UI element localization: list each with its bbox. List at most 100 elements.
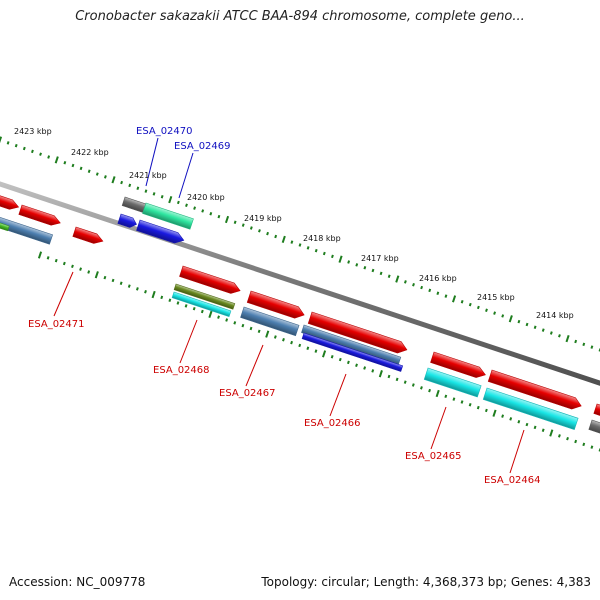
outer-scale-tick [87,169,91,173]
scale-label: 2414 kbp [536,311,574,320]
gene-arrow [301,332,404,372]
gene-arrow [179,265,241,294]
outer-scale-tick [266,231,269,236]
outer-scale-tick [493,311,497,315]
outer-scale-tick [549,331,553,335]
inner-scale-tick [476,405,480,410]
outer-scale-tick [63,160,67,165]
outer-scale-tick [468,302,472,307]
outer-scale-tick [565,335,570,343]
gene-arrow [18,204,61,226]
inner-scale-tick [330,355,334,359]
gene-arrow [117,213,137,228]
inner-scale-tick [249,326,253,331]
inner-scale-tick [298,343,302,348]
gene-arrow [482,387,579,431]
gene-label: ESA_02464 [484,475,541,486]
map-title: Cronobacter sakazakii ATCC BAA-894 chrom… [75,9,525,24]
genome-summary-text: Topology: circular; Length: 4,368,373 bp… [261,575,591,589]
outer-scale-tick [176,200,180,205]
gene-arrow [246,290,305,319]
gene-arrow-shape [171,291,232,317]
inner-scale-tick [192,306,196,311]
inner-scale-tick [225,318,229,322]
scale-label: 2417 kbp [361,254,399,263]
leader-line [179,319,198,364]
inner-scale-tick [420,386,423,390]
inner-scale-tick [184,304,188,308]
gene-arrow-shape [482,387,579,431]
outer-scale-tick [185,203,188,208]
scale-label: 2415 kbp [477,293,515,302]
inner-scale-tick [355,363,358,367]
inner-scale-tick [290,340,294,345]
inner-scale-tick [346,360,350,365]
accession-text: Accession: NC_009778 [9,575,146,589]
inner-scale-tick [501,414,505,418]
outer-scale-tick [47,155,51,159]
gene-arrow-shape [301,332,404,372]
outer-scale-tick [249,226,253,230]
outer-scale-tick [14,143,18,148]
inner-scale-tick [257,329,261,334]
outer-scale-tick [144,189,148,193]
outer-scale-tick [501,314,505,318]
leader-line [509,429,525,474]
inner-scale-tick [79,267,83,271]
inner-scale-tick [103,275,107,280]
inner-scale-tick [428,388,431,393]
scale-label: 2423 kbp [14,127,52,136]
inner-scale-tick [452,397,456,401]
inner-scale-tick [468,403,472,407]
inner-scale-tick [144,290,147,294]
scale-label: 2418 kbp [303,234,341,243]
gene-arrow-shape [0,213,54,245]
gene-arrow-shape [142,202,194,230]
gene-labels: ESA_02470 ESA_02469 ESA_02471 ESA_02468 ESA_… [28,126,541,486]
inner-scale-tick [460,400,464,404]
inner-scale-tick [168,298,172,302]
outer-scale-tick [558,334,561,338]
inner-scale-tick [557,434,561,438]
outer-scale-tick [363,265,367,270]
inner-scale-tick [46,256,50,260]
gene-arrow-shape [423,367,482,398]
inner-scale-tick [371,369,375,373]
gene-arrow-shape [593,403,600,418]
inner-scale-tick [37,251,43,259]
outer-scale-tick [128,183,132,188]
gene-arrow-shape [72,226,104,244]
gene-arrow [171,291,232,317]
gene-arrow [72,226,104,244]
outer-scale-tick [428,288,432,293]
scale-labels: 2423 kbp 2422 kbp 2421 kbp 2420 kbp 2419 kbp… [14,127,574,320]
outer-scale-tick [241,223,245,227]
gene-label: ESA_02470 [136,126,193,137]
outer-scale-tick [395,275,400,283]
gene-arrow-shape [487,369,582,410]
outer-scale-tick [274,234,278,239]
gene-arrow [136,219,185,244]
gene-label: ESA_02466 [304,418,361,429]
outer-scale-tick [331,254,334,259]
gene-arrow [487,369,582,410]
inner-scale-tick [62,261,66,266]
gene-arrow [423,367,482,398]
outer-scale-tick [387,274,391,278]
inner-scale-tick [54,258,58,263]
inner-scale-tick [111,278,115,283]
gene-arrow [142,202,194,230]
outer-scale-tick [436,291,440,295]
gene-label: ESA_02471 [28,319,85,330]
gene-label: ESA_02467 [219,388,276,399]
outer-scale-tick [476,305,480,310]
gene-arrow-shape [136,219,185,244]
gene-arrow-shape [173,283,236,310]
gene-arrow-shape [240,306,300,337]
inner-scale-tick [403,380,407,384]
inner-scale-tick [435,389,440,398]
outer-scale-tick [152,192,156,196]
outer-scale-tick [598,348,600,352]
outer-scale-tick [54,156,59,164]
